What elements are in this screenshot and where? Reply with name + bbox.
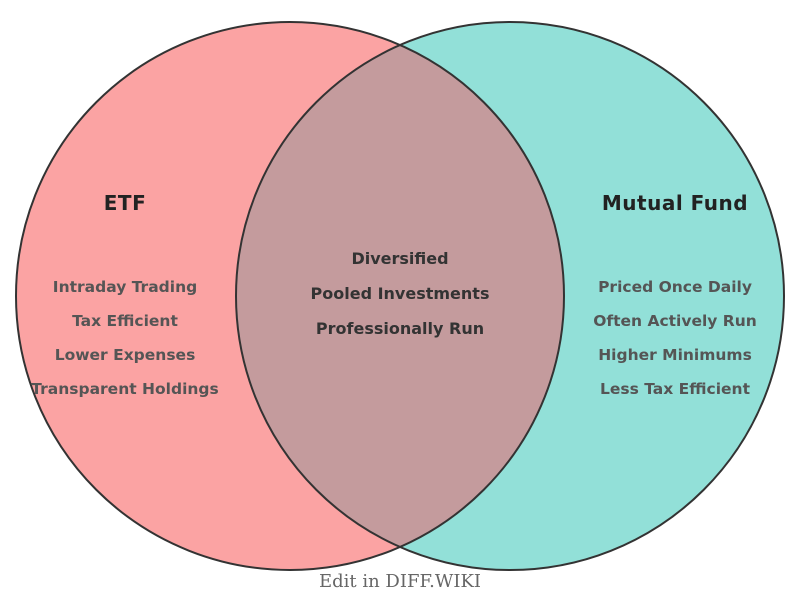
- left-circle-outline: [15, 21, 565, 571]
- right-circle-outline: [235, 21, 785, 571]
- overlap-region-fill: [236, 22, 564, 570]
- edit-in-diffwiki-link[interactable]: Edit in DIFF.WIKI: [318, 571, 482, 592]
